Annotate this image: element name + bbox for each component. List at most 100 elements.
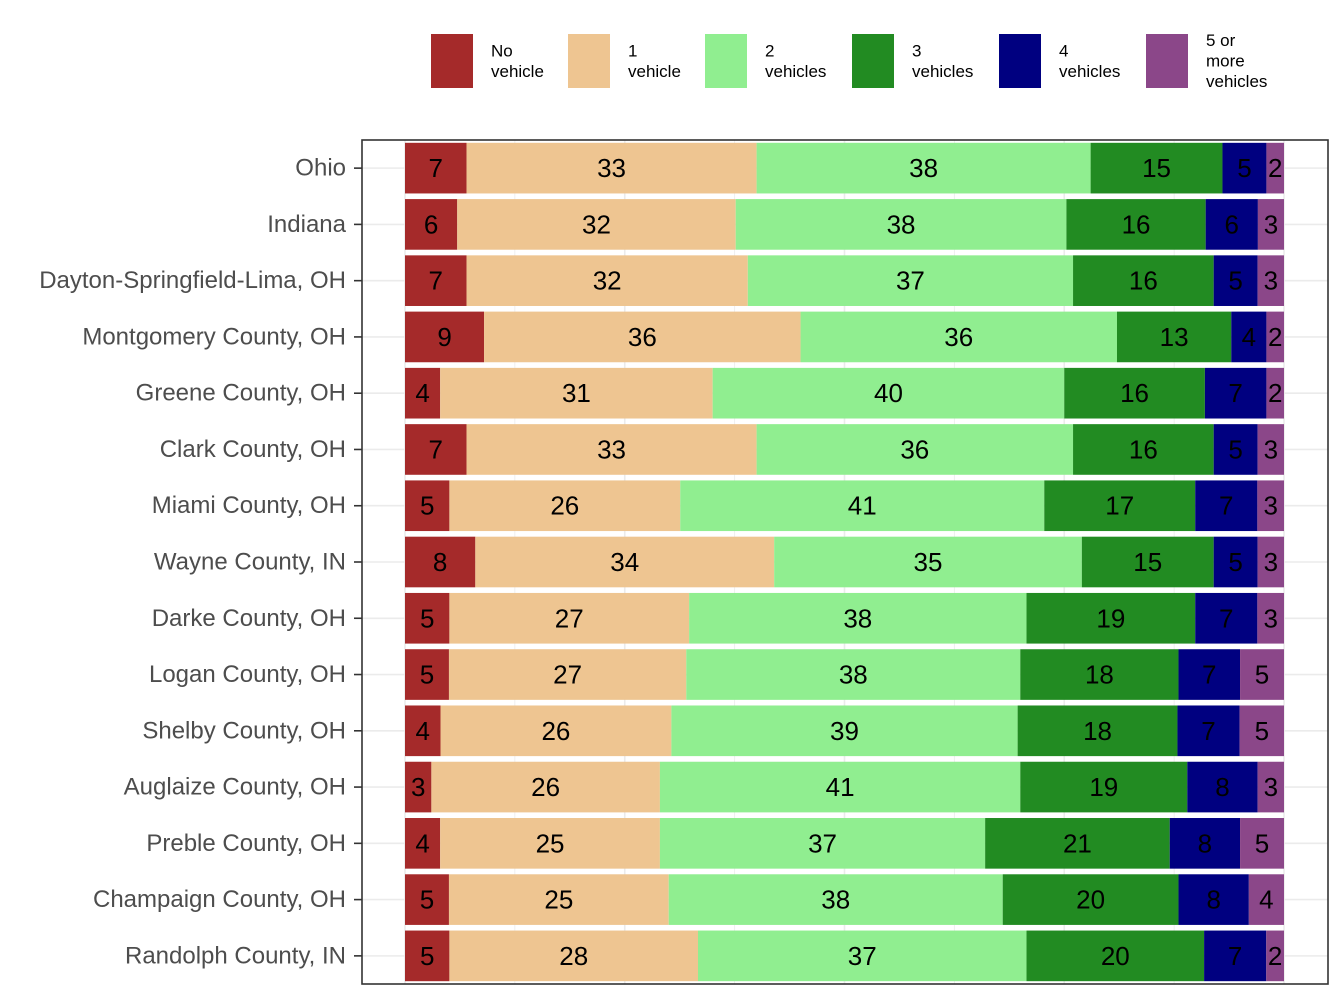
data-label: 32	[582, 209, 611, 239]
category-label: Dayton-Springfield-Lima, OH	[39, 267, 346, 294]
bar-no-vehicle	[405, 311, 485, 363]
bar-1-vehicle	[449, 930, 698, 982]
data-label: 26	[541, 716, 570, 746]
legend-swatch	[568, 34, 610, 88]
data-label: 16	[1122, 209, 1151, 239]
bar-no-vehicle	[405, 649, 449, 700]
panel-border	[361, 139, 1329, 985]
bar-no-vehicle	[405, 199, 458, 250]
bar-5-or-more-vehicles	[1266, 367, 1284, 419]
legend-item-5-or-more-vehicles: 5 or more vehicles	[1146, 31, 1267, 91]
data-label: 33	[597, 153, 626, 183]
legend-label: 2 vehicles	[765, 41, 826, 81]
category-label: Auglaize County, OH	[124, 774, 346, 801]
data-label: 28	[559, 941, 588, 971]
bar-5-or-more-vehicles	[1257, 480, 1284, 532]
legend-swatch	[999, 34, 1041, 88]
bar-2-vehicles	[659, 818, 986, 869]
category-label: Clark County, OH	[160, 436, 346, 463]
data-label: 3	[411, 772, 425, 802]
data-label: 17	[1105, 491, 1134, 521]
data-label: 25	[544, 885, 573, 915]
data-label: 5	[420, 941, 434, 971]
bar-5-or-more-vehicles	[1248, 874, 1284, 925]
bar-4-vehicles	[1195, 480, 1258, 532]
bar-4-vehicles	[1213, 424, 1258, 475]
category-label: Miami County, OH	[152, 492, 346, 519]
data-label: 38	[887, 209, 916, 239]
data-label: 27	[553, 660, 582, 690]
bar-5-or-more-vehicles	[1257, 199, 1284, 250]
data-label: 33	[597, 434, 626, 464]
data-label: 19	[1096, 603, 1125, 633]
bar-3-vehicles	[1073, 255, 1214, 306]
value-labels: 7 33 38 15 5 26 32 38 16 6 37 32 37 16 5 39 36 36 13 4 24 31 4…	[411, 153, 1282, 971]
bar-5-or-more-vehicles	[1257, 255, 1284, 306]
bar-1-vehicle	[448, 874, 669, 925]
data-label: 13	[1160, 322, 1189, 352]
bar-5-or-more-vehicles	[1240, 649, 1284, 700]
bar-no-vehicle	[405, 930, 450, 982]
data-label: 3	[1264, 266, 1278, 296]
bar-1-vehicle	[484, 311, 801, 363]
legend-label: 1 vehicle	[628, 41, 681, 81]
y-axis: Ohio Indiana Dayton-Springfield-Lima, OH Mo…	[39, 155, 362, 969]
bar-1-vehicle	[466, 142, 757, 194]
bar-4-vehicles	[1231, 311, 1267, 363]
bar-3-vehicles	[1020, 649, 1179, 700]
bar-2-vehicles	[712, 367, 1065, 419]
bar-2-vehicles	[659, 761, 1021, 813]
data-label: 39	[830, 716, 859, 746]
bar-3-vehicles	[1020, 761, 1188, 813]
data-label: 18	[1085, 660, 1114, 690]
bar-1-vehicle	[440, 367, 713, 419]
data-label: 31	[562, 378, 591, 408]
legend-item-3-vehicles: 3 vehicles	[852, 34, 973, 88]
legend-item-no-vehicle: No vehicle	[431, 34, 544, 88]
category-label: Montgomery County, OH	[82, 323, 346, 350]
bar-1-vehicle	[449, 480, 681, 532]
bar-3-vehicles	[1017, 705, 1178, 757]
data-label: 27	[555, 603, 584, 633]
bar-3-vehicles	[1026, 930, 1205, 982]
data-label: 21	[1063, 828, 1092, 858]
data-label: 8	[1206, 885, 1220, 915]
legend: No vehicle 1 vehicle 2 vehicles 3 vehicles 4 vehi…	[431, 31, 1267, 91]
data-label: 19	[1089, 772, 1118, 802]
data-label: 38	[821, 885, 850, 915]
data-label: 5	[1228, 266, 1242, 296]
data-label: 16	[1129, 434, 1158, 464]
data-label: 15	[1142, 153, 1171, 183]
data-label: 18	[1083, 716, 1112, 746]
data-label: 4	[415, 828, 429, 858]
data-label: 26	[550, 491, 579, 521]
bar-3-vehicles	[1073, 424, 1214, 475]
category-label: Preble County, OH	[146, 830, 346, 857]
bars	[405, 142, 1284, 982]
data-label: 2	[1268, 941, 1282, 971]
bar-3-vehicles	[1090, 142, 1223, 194]
bar-5-or-more-vehicles	[1239, 705, 1284, 757]
bar-3-vehicles	[1026, 592, 1196, 644]
category-label: Logan County, OH	[149, 661, 346, 688]
bar-no-vehicle	[405, 424, 467, 475]
legend-label: 4 vehicles	[1059, 41, 1120, 81]
bar-3-vehicles	[1081, 536, 1214, 588]
data-label: 7	[1228, 378, 1242, 408]
data-label: 37	[808, 828, 837, 858]
data-label: 38	[843, 603, 872, 633]
data-label: 3	[1263, 603, 1277, 633]
bar-no-vehicle	[405, 142, 467, 194]
legend-item-2-vehicles: 2 vehicles	[705, 34, 826, 88]
data-label: 4	[415, 378, 429, 408]
data-label: 25	[536, 828, 565, 858]
category-label: Indiana	[267, 211, 346, 238]
bar-1-vehicle	[431, 761, 660, 813]
data-label: 5	[420, 491, 434, 521]
data-label: 36	[944, 322, 973, 352]
data-label: 6	[1225, 209, 1239, 239]
data-label: 5	[420, 885, 434, 915]
bar-no-vehicle	[405, 536, 476, 588]
category-label: Darke County, OH	[152, 605, 346, 632]
category-label: Ohio	[295, 155, 346, 182]
